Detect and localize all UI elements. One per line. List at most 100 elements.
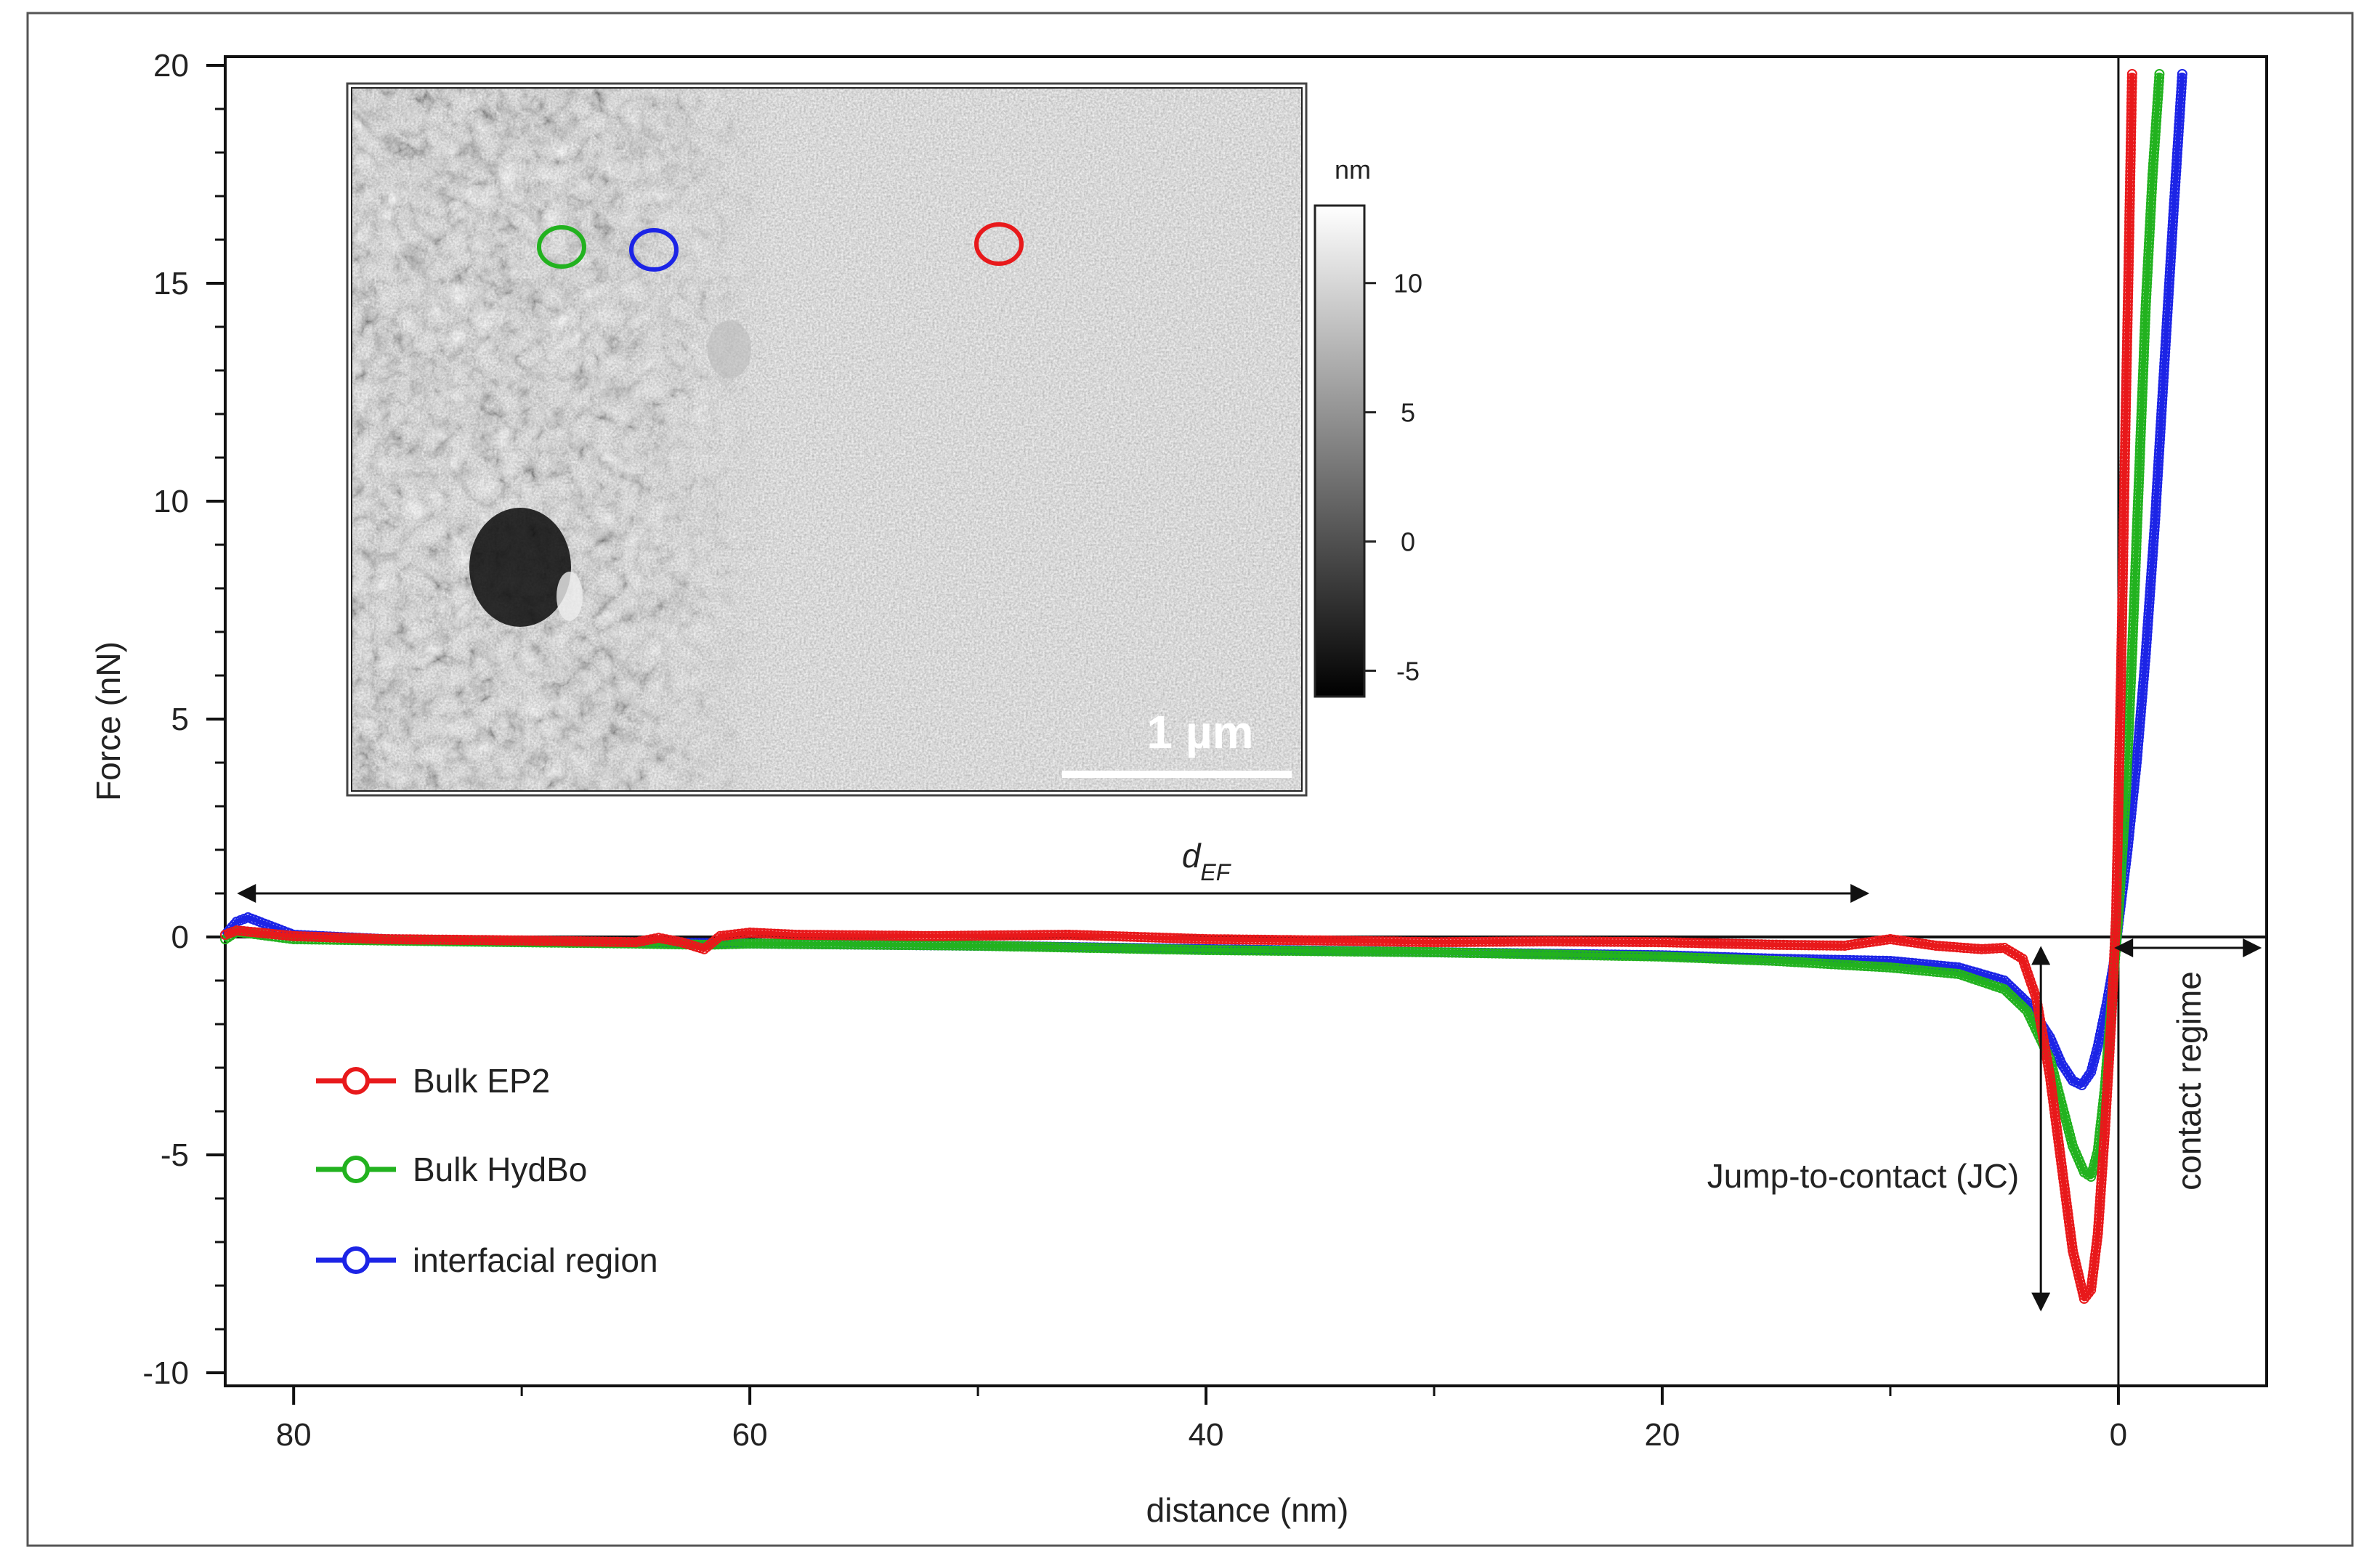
data-point [2057, 1169, 2068, 1180]
data-point [819, 930, 830, 941]
data-point [1727, 938, 1738, 949]
data-point [1371, 946, 1382, 957]
data-point [2119, 482, 2130, 492]
data-point [1006, 930, 1017, 941]
data-point [274, 929, 285, 940]
data-point [2094, 1199, 2105, 1210]
data-point [2117, 583, 2128, 593]
data-point [1262, 945, 1273, 956]
data-point [597, 936, 608, 947]
data-point [1480, 936, 1491, 947]
data-point [1309, 946, 1320, 957]
data-point [2113, 801, 2124, 811]
data-point [2162, 304, 2173, 314]
data-point [1895, 936, 1906, 946]
data-point [1049, 930, 1060, 941]
data-point [783, 929, 794, 940]
data-point [2094, 1196, 2105, 1206]
data-point [2118, 503, 2129, 514]
data-point [1969, 944, 1980, 954]
data-point [1584, 950, 1595, 961]
data-point [2117, 594, 2128, 604]
data-point [2119, 485, 2129, 495]
data-point [999, 930, 1010, 941]
data-point [2130, 558, 2141, 568]
data-point [2163, 296, 2174, 307]
data-point [1852, 960, 1863, 971]
data-point [2134, 478, 2144, 488]
data-point [1774, 939, 1785, 950]
data-point [2113, 827, 2124, 837]
data-point [2112, 848, 2123, 859]
data-point [2126, 134, 2137, 145]
data-point [2108, 985, 2118, 996]
data-point [1355, 936, 1366, 946]
data-point [1690, 938, 1701, 949]
data-point [2141, 641, 2152, 652]
data-point [2169, 195, 2179, 206]
data-point [1521, 936, 1531, 947]
data-point [2089, 1257, 2100, 1267]
data-point [1457, 947, 1468, 958]
data-point [955, 940, 966, 951]
data-point [1444, 937, 1454, 947]
data-point [2153, 94, 2164, 105]
data-point [1082, 930, 1093, 941]
data-point [1935, 967, 1946, 978]
data-point [631, 937, 641, 948]
data-point [2170, 173, 2181, 184]
data-point [2140, 325, 2150, 336]
data-point [1194, 933, 1205, 944]
data-point [1594, 936, 1605, 947]
data-point [2147, 177, 2158, 187]
data-point [851, 930, 862, 941]
data-point [2111, 888, 2122, 898]
afm-image [352, 88, 1302, 791]
data-point [2118, 489, 2129, 499]
data-point [2132, 511, 2143, 521]
data-point [719, 930, 729, 941]
data-point [2111, 881, 2122, 891]
data-point [2137, 692, 2148, 702]
data-point [2067, 1242, 2078, 1252]
data-point [1382, 946, 1393, 957]
data-point [2157, 391, 2168, 401]
data-point [1767, 939, 1778, 950]
data-point [755, 928, 766, 938]
data-point [870, 930, 880, 941]
data-point [2171, 169, 2181, 180]
data-point [992, 930, 1003, 941]
data-point [2084, 1288, 2094, 1298]
data-point [1315, 935, 1325, 946]
legend-swatch-marker [342, 1156, 370, 1183]
data-point [2137, 369, 2148, 379]
data-point [2131, 540, 2142, 550]
data-point [1502, 936, 1513, 947]
data-point [2088, 1267, 2099, 1278]
data-point [2126, 678, 2136, 688]
data-point [770, 938, 780, 949]
data-point [401, 934, 412, 945]
data-point [2116, 681, 2126, 691]
data-point [2152, 105, 2163, 115]
data-point [1959, 943, 1970, 953]
data-point [1756, 939, 1767, 950]
data-point [2134, 721, 2145, 731]
data-point [2113, 798, 2124, 808]
data-point [2112, 837, 2123, 848]
data-point [1723, 938, 1734, 949]
data-point [231, 925, 242, 936]
data-point [2124, 184, 2135, 195]
data-point [2121, 384, 2132, 394]
data-point [2157, 398, 2167, 408]
data-point [1114, 931, 1125, 942]
data-point [2123, 267, 2134, 277]
data-point [2102, 1091, 2112, 1102]
data-point [1256, 934, 1266, 945]
data-point [2052, 1133, 2063, 1143]
data-point [947, 940, 958, 951]
data-point [2092, 1228, 2103, 1238]
data-point [987, 941, 997, 952]
data-point [2102, 1087, 2113, 1098]
